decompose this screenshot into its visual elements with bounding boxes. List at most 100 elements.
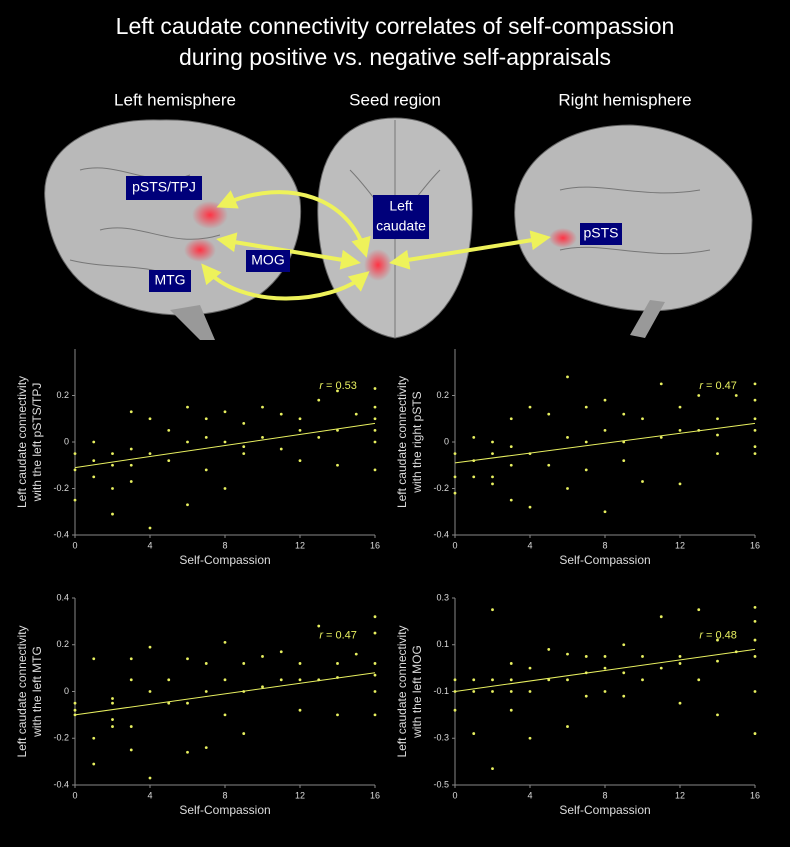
y-tick-label: -0.5: [433, 779, 449, 789]
data-point: [547, 648, 551, 651]
data-point: [753, 638, 757, 642]
data-point: [753, 452, 757, 456]
title-line: during positive vs. negative self-apprai…: [179, 44, 611, 70]
data-point: [622, 643, 626, 647]
data-point: [678, 482, 682, 486]
data-point: [129, 480, 133, 483]
data-point: [223, 440, 227, 444]
data-point: [148, 526, 152, 530]
data-point: [566, 652, 569, 656]
data-point: [641, 417, 644, 421]
data-point: [753, 619, 757, 623]
data-point: [622, 671, 626, 675]
y-tick-label: -0.2: [433, 483, 449, 493]
data-point: [92, 736, 96, 740]
data-point: [298, 662, 302, 665]
data-point: [603, 655, 607, 658]
data-point: [186, 701, 189, 705]
data-point: [111, 487, 114, 490]
region-labels: pSTS/TPJ MOG MTG Left caudate pSTS: [126, 176, 622, 292]
data-point: [603, 666, 607, 670]
data-point: [223, 641, 227, 644]
x-tick-label: 8: [222, 540, 227, 550]
region-label: MOG: [251, 252, 284, 268]
data-point: [111, 718, 114, 721]
data-point: [659, 666, 663, 670]
data-point: [753, 655, 757, 658]
region-label: caudate: [376, 218, 426, 234]
data-point: [129, 657, 133, 661]
data-point: [317, 435, 321, 439]
data-point: [566, 375, 569, 379]
data-point: [129, 748, 133, 752]
x-tick-label: 16: [370, 540, 380, 550]
data-point: [186, 405, 189, 409]
data-point: [678, 655, 682, 658]
x-axis-label: Self-Compassion: [179, 553, 270, 567]
data-point: [622, 440, 626, 444]
data-point: [204, 662, 208, 665]
data-point: [92, 657, 96, 661]
x-tick-label: 8: [602, 790, 607, 800]
data-point: [129, 678, 133, 682]
data-point: [373, 631, 377, 635]
x-tick-label: 12: [675, 540, 685, 550]
data-point: [129, 463, 133, 467]
data-point: [453, 452, 457, 456]
data-point: [298, 417, 302, 421]
data-point: [453, 708, 457, 712]
y-tick-label: 0: [64, 686, 69, 696]
data-point: [73, 452, 77, 456]
region-label: MTG: [154, 272, 185, 288]
annotation-value: = 0.48: [706, 629, 737, 641]
data-point: [148, 645, 152, 649]
data-point: [753, 732, 757, 735]
y-tick-label: 0.4: [56, 592, 69, 602]
region-label: pSTS: [583, 225, 618, 241]
data-point: [547, 678, 551, 682]
y-axis-label: with the left MOG: [410, 645, 424, 739]
y-tick-label: -0.1: [433, 686, 449, 696]
x-tick-label: 4: [147, 790, 152, 800]
data-point: [279, 412, 283, 416]
x-tick-label: 16: [750, 790, 760, 800]
data-point: [472, 690, 476, 693]
data-point: [491, 475, 494, 479]
data-point: [373, 405, 377, 409]
data-point: [354, 652, 358, 656]
data-point: [753, 417, 757, 421]
data-point: [373, 428, 377, 432]
data-point: [204, 690, 208, 693]
data-point: [204, 417, 208, 421]
region-label: pSTS/TPJ: [132, 179, 196, 195]
data-point: [659, 435, 663, 439]
data-point: [242, 452, 246, 456]
data-point: [584, 405, 588, 409]
annotation-value: = 0.53: [326, 380, 357, 392]
data-point: [491, 608, 494, 612]
data-point: [148, 776, 152, 780]
data-point: [148, 417, 152, 421]
data-point: [242, 662, 246, 665]
data-point: [716, 452, 719, 456]
annotation-symbol: r: [319, 380, 324, 392]
data-point: [373, 662, 377, 665]
data-point: [373, 673, 377, 677]
y-tick-label: 0.3: [436, 592, 449, 602]
data-point: [167, 428, 171, 432]
y-tick-label: -0.4: [433, 529, 449, 539]
data-point: [317, 624, 321, 628]
annotation-symbol: r: [699, 629, 704, 641]
data-point: [73, 701, 77, 705]
data-point: [491, 690, 494, 693]
data-point: [509, 662, 513, 665]
y-tick-label: -0.4: [53, 529, 69, 539]
y-axis-label: with the left pSTS/TPJ: [30, 383, 44, 503]
y-axis-label: Left caudate connectivity: [15, 376, 29, 508]
data-point: [223, 410, 227, 414]
data-point: [753, 382, 757, 386]
annotation-value: = 0.47: [706, 380, 737, 392]
fit-line: [454, 422, 756, 464]
x-tick-label: 16: [750, 540, 760, 550]
scatter-chart: -0.4 -0.2 0 0.2 0 4 8 12 16 Self-Compassion Left c…: [395, 349, 760, 567]
